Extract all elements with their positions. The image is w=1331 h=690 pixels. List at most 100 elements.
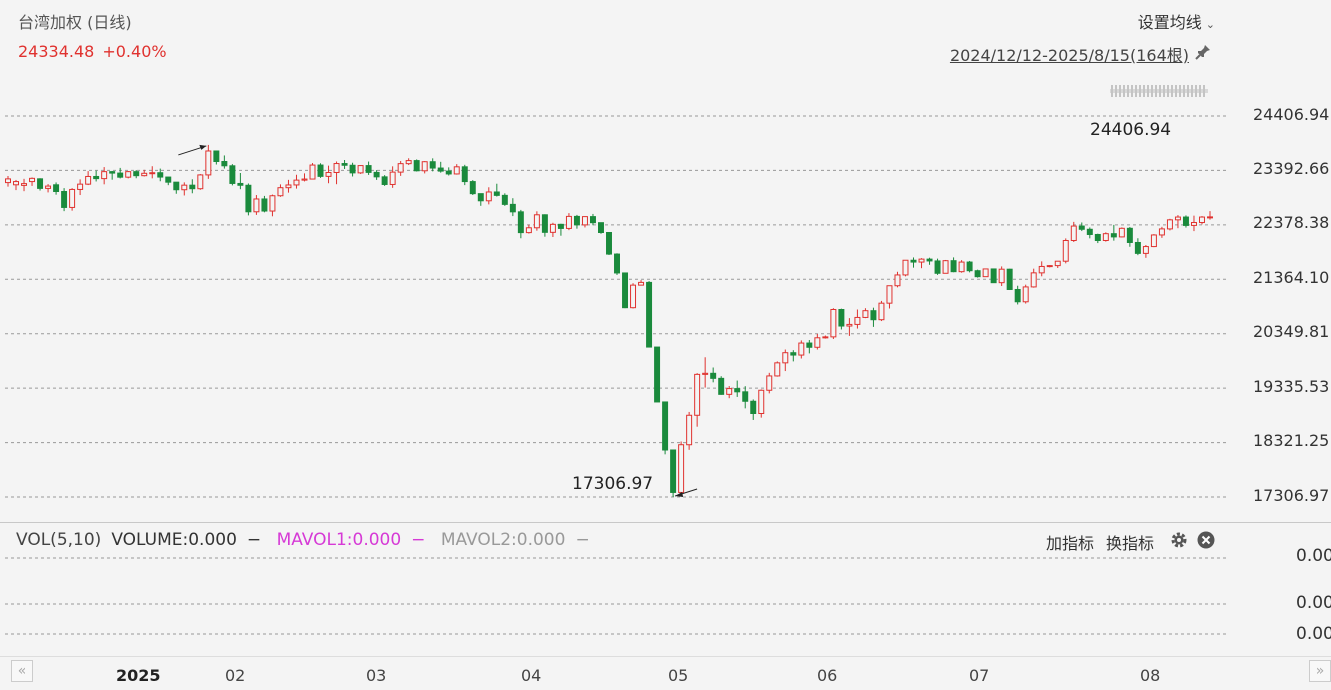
date-range-link[interactable]: 2024/12/12-2025/8/15(164根) xyxy=(949,46,1189,65)
candle-body xyxy=(942,260,949,274)
ma-setting-button[interactable]: 设置均线 ⌄ xyxy=(1138,9,1215,33)
candle-body xyxy=(726,388,733,395)
panel-divider xyxy=(0,522,1331,523)
candle-body xyxy=(670,449,677,493)
scroll-grip-tick xyxy=(1131,85,1133,97)
candle xyxy=(133,170,140,179)
y-tick-label: 24406.94 xyxy=(1253,105,1330,124)
x-tick-label: 05 xyxy=(668,666,689,685)
mavol1-line-icon: − xyxy=(411,530,426,550)
candle-body xyxy=(181,184,188,191)
candle-body xyxy=(1126,227,1133,243)
candle-body xyxy=(125,171,132,178)
candle xyxy=(333,161,340,185)
candle-body xyxy=(69,188,76,208)
candle-body xyxy=(1190,222,1197,226)
candle xyxy=(477,193,484,206)
x-tick-label: 07 xyxy=(969,666,990,685)
candle xyxy=(149,166,156,179)
candle xyxy=(646,281,653,348)
candle-body xyxy=(525,227,532,234)
mavol2-value: MAVOL2:0.000 xyxy=(440,530,566,550)
candle xyxy=(726,386,733,399)
candle xyxy=(1134,238,1141,256)
candle-body xyxy=(926,258,933,262)
candle-body xyxy=(1134,241,1141,254)
candle xyxy=(573,214,580,229)
close-icon[interactable] xyxy=(1197,531,1215,549)
candle xyxy=(1030,268,1037,288)
candle-body xyxy=(325,172,332,177)
candle xyxy=(533,211,540,231)
candle xyxy=(1094,233,1101,244)
candle xyxy=(958,260,965,273)
switch-indicator-button[interactable]: 换指标 xyxy=(1106,534,1155,553)
candle xyxy=(293,174,300,189)
candle-body xyxy=(221,161,228,167)
candle-body xyxy=(581,216,588,226)
scroll-left-button[interactable]: « xyxy=(11,660,33,682)
candle-body xyxy=(694,373,701,416)
candle-body xyxy=(573,215,580,226)
candle xyxy=(581,216,588,228)
candle xyxy=(357,165,364,174)
candle-body xyxy=(309,164,316,180)
candle xyxy=(1174,215,1181,229)
candle xyxy=(702,357,709,388)
candle xyxy=(814,333,821,350)
candle xyxy=(381,175,388,186)
candle xyxy=(173,181,180,194)
candle xyxy=(229,164,236,186)
candle xyxy=(101,167,108,185)
candle-body xyxy=(293,179,300,186)
volume-y-label: 0.00 xyxy=(1296,593,1331,613)
candle-body xyxy=(966,261,973,272)
candle-body xyxy=(133,171,140,177)
candle xyxy=(109,170,116,180)
candle xyxy=(1078,222,1085,232)
candle xyxy=(93,170,100,182)
range-scroll-handle[interactable] xyxy=(1110,85,1208,97)
scroll-grip-tick xyxy=(1199,85,1201,97)
candle xyxy=(45,184,52,193)
add-indicator-button[interactable]: 加指标 xyxy=(1046,534,1095,553)
candle-body xyxy=(261,198,268,212)
candle xyxy=(878,300,885,322)
candle-body xyxy=(109,171,116,174)
candle xyxy=(341,159,348,169)
candle-body xyxy=(766,375,773,391)
candle-body xyxy=(702,372,709,375)
candle xyxy=(589,213,596,226)
timeline-bar[interactable] xyxy=(0,656,1331,690)
candle-body xyxy=(614,253,620,274)
candle xyxy=(125,171,132,179)
candle xyxy=(213,150,220,165)
candle-body xyxy=(445,170,452,175)
candle xyxy=(982,268,989,278)
candle xyxy=(5,176,11,187)
candle xyxy=(1158,226,1165,238)
candle-body xyxy=(878,302,885,321)
candle xyxy=(1166,218,1173,231)
candle-body xyxy=(1110,233,1117,238)
candle-body xyxy=(157,172,164,178)
candle xyxy=(630,283,637,309)
candle-body xyxy=(469,181,476,195)
gear-icon[interactable] xyxy=(1170,531,1188,549)
scroll-right-button[interactable]: » xyxy=(1309,660,1331,682)
candle-body xyxy=(149,172,156,175)
vol-label: VOL(5,10) xyxy=(16,530,102,550)
candle xyxy=(501,193,508,206)
candle xyxy=(69,188,76,211)
candle-body xyxy=(982,268,989,278)
candle-body xyxy=(61,190,68,208)
candle-body xyxy=(1094,233,1101,241)
candle xyxy=(1086,227,1093,239)
candle-body xyxy=(894,274,901,287)
candle-body xyxy=(189,184,196,190)
last-price: 24334.48 xyxy=(18,42,95,61)
candle xyxy=(910,257,917,268)
pin-icon[interactable] xyxy=(1194,43,1212,61)
x-tick-label: 03 xyxy=(366,666,387,685)
candle-body xyxy=(1142,246,1149,254)
